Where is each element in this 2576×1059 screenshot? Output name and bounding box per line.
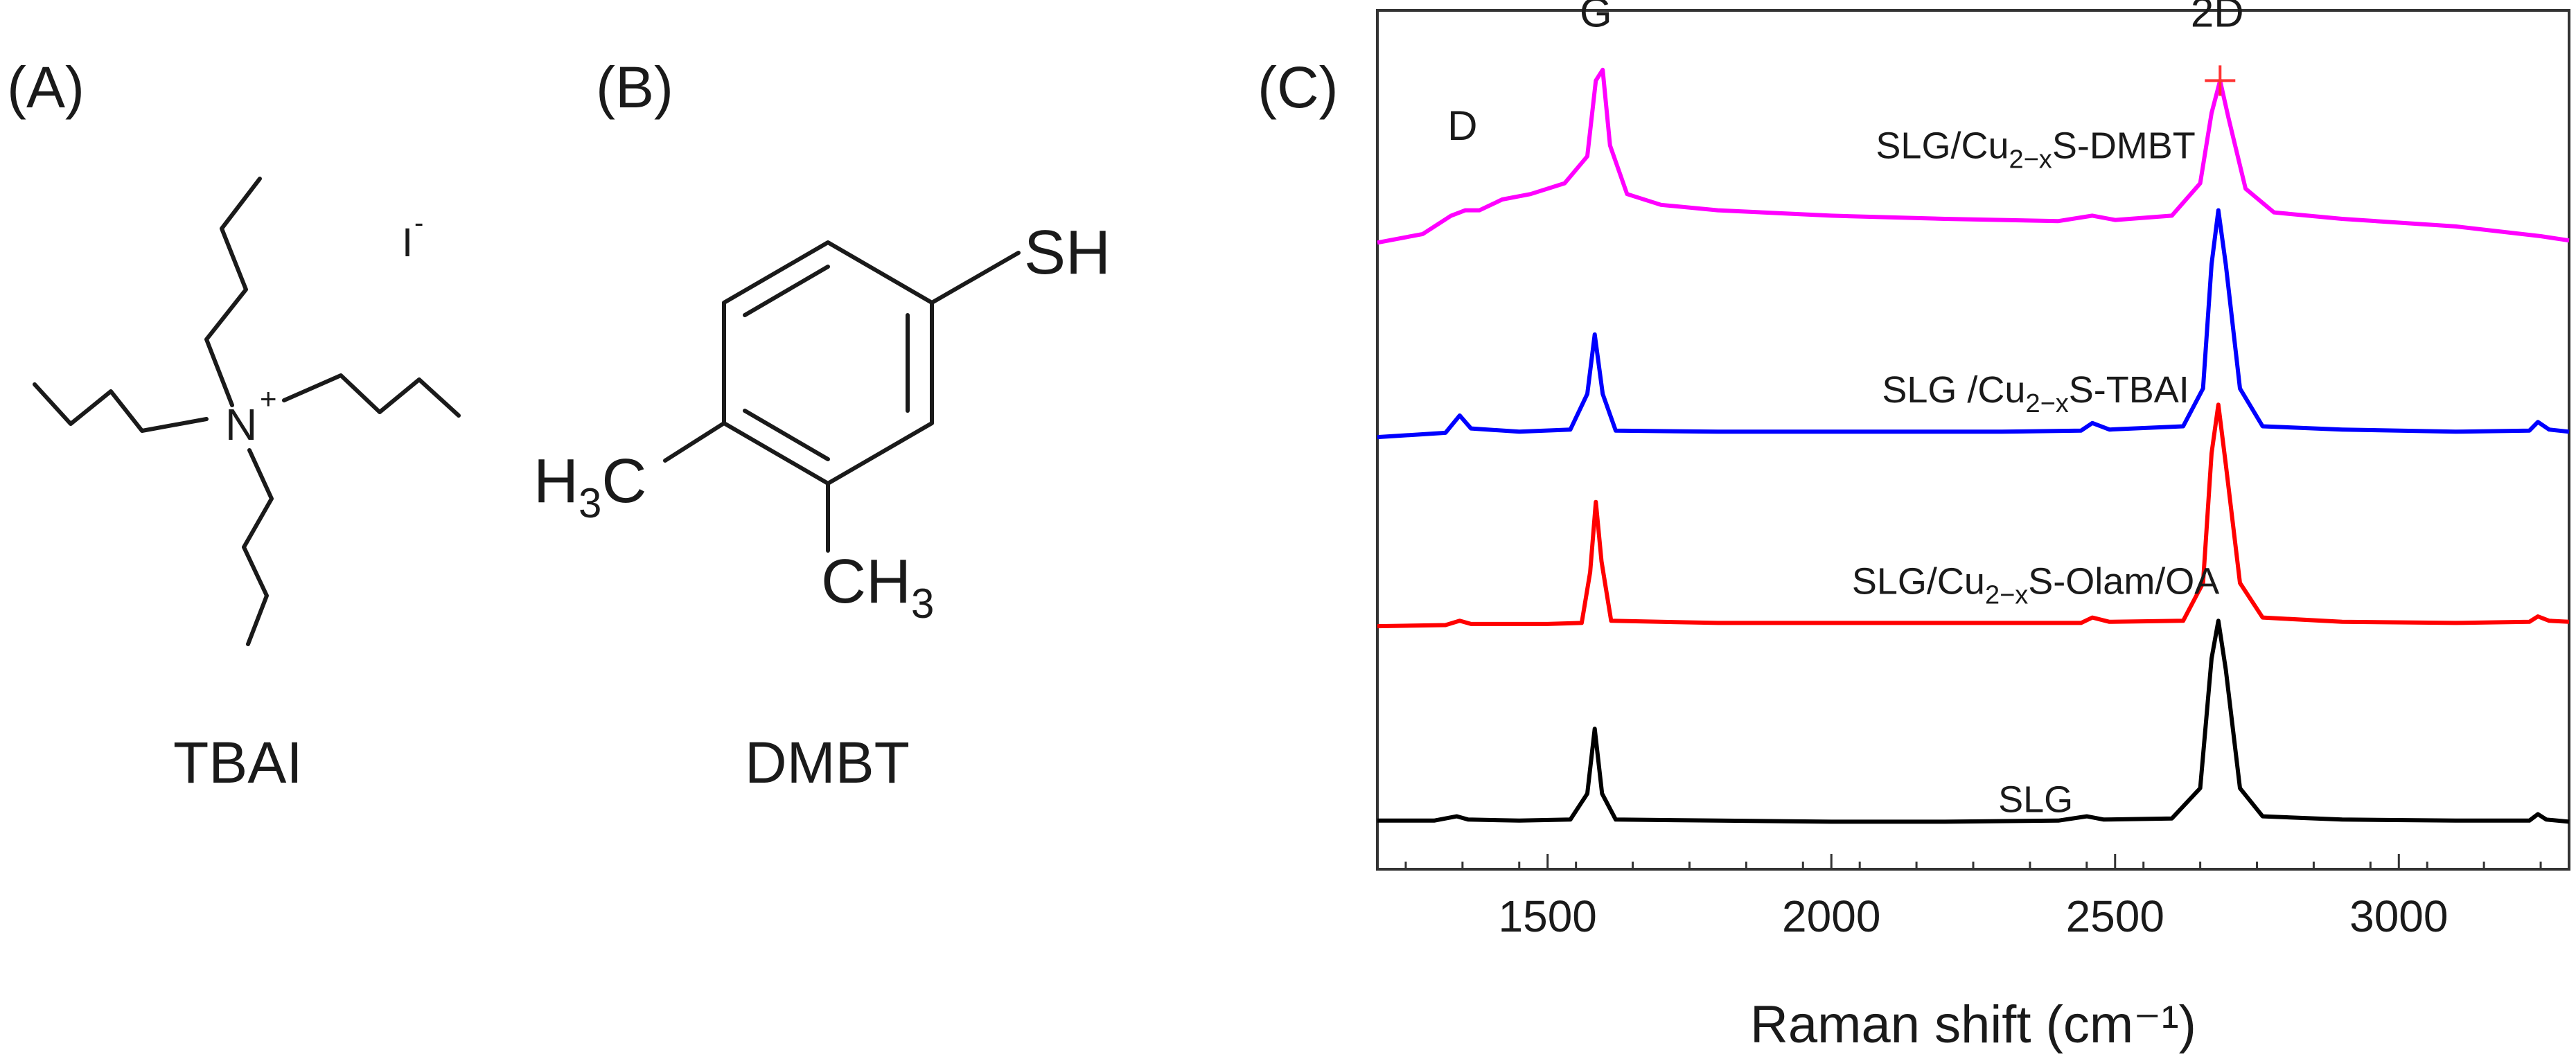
dmbt-double-bond-1 bbox=[743, 265, 830, 317]
peak-label-group: D G 2D bbox=[1447, 0, 2243, 149]
panel-c: (C) 1500 2000 2500 3000 SLG/Cu2−xS-DMBT SLG … bbox=[1258, 0, 2570, 1054]
panel-b: (B) SH H3C CH3 DMBT bbox=[533, 55, 1111, 795]
tbai-down-chain bbox=[242, 448, 274, 646]
series-line-2 bbox=[1377, 208, 2570, 440]
series-label-0: SLG/Cu2−xS-DMBT bbox=[1876, 125, 2195, 175]
tbai-charge: + bbox=[260, 382, 277, 415]
panel-c-label: (C) bbox=[1258, 55, 1339, 120]
x-tick-label-3000: 3000 bbox=[2349, 891, 2448, 941]
x-axis: 1500 2000 2500 3000 bbox=[1404, 854, 2542, 941]
dmbt-methyl-bottom: CH3 bbox=[821, 547, 934, 627]
x-tick-label-2000: 2000 bbox=[1782, 891, 1880, 941]
dmbt-structure: SH H3C CH3 bbox=[533, 218, 1111, 627]
tbai-left-chain bbox=[33, 382, 209, 433]
tbai-right-chain bbox=[282, 373, 461, 418]
tbai-structure: N + I - bbox=[33, 177, 461, 646]
tbai-iodide-charge: - bbox=[414, 208, 423, 238]
panel-a: (A) N + I - TBAI bbox=[7, 55, 461, 795]
tbai-up-chain bbox=[204, 177, 262, 407]
series-label-group: SLG/Cu2−xS-DMBT SLG /Cu2−xS-TBAI SLG/Cu2−x… bbox=[1852, 125, 2219, 821]
x-tick-label-2500: 2500 bbox=[2066, 891, 2164, 941]
peak-label-d: D bbox=[1447, 103, 1477, 149]
x-axis-title: Raman shift (cm⁻¹) bbox=[1750, 995, 2196, 1054]
dmbt-methyl-left-bond bbox=[663, 421, 726, 463]
series-line-3 bbox=[1377, 67, 2570, 245]
dmbt-double-bond-3 bbox=[743, 409, 830, 461]
series-label-3: SLG bbox=[1998, 778, 2073, 820]
peak-marker-group bbox=[2205, 65, 2236, 96]
dmbt-ring bbox=[722, 240, 934, 486]
peak-label-g: G bbox=[1580, 0, 1612, 35]
x-tick-label-1500: 1500 bbox=[1499, 891, 1597, 941]
series-group bbox=[1377, 67, 2570, 824]
dmbt-thiol: SH bbox=[1024, 218, 1111, 287]
peak-label-2d: 2D bbox=[2191, 0, 2244, 35]
series-line-1 bbox=[1377, 402, 2570, 629]
tbai-iodide: I bbox=[402, 220, 413, 265]
panel-b-label: (B) bbox=[596, 55, 673, 120]
series-label-2: SLG/Cu2−xS-Olam/OA bbox=[1852, 560, 2219, 609]
dmbt-caption: DMBT bbox=[745, 730, 910, 795]
panel-a-label: (A) bbox=[7, 55, 85, 120]
raman-chart: 1500 2000 2500 3000 SLG/Cu2−xS-DMBT SLG /Cu2… bbox=[1376, 0, 2570, 1054]
dmbt-sh-bond bbox=[930, 251, 1021, 305]
dmbt-methyl-left: H3C bbox=[533, 447, 646, 526]
series-label-1: SLG /Cu2−xS-TBAI bbox=[1882, 369, 2189, 418]
series-line-0 bbox=[1377, 619, 2570, 824]
tbai-caption: TBAI bbox=[173, 730, 303, 795]
tbai-nitrogen: N bbox=[225, 400, 257, 450]
